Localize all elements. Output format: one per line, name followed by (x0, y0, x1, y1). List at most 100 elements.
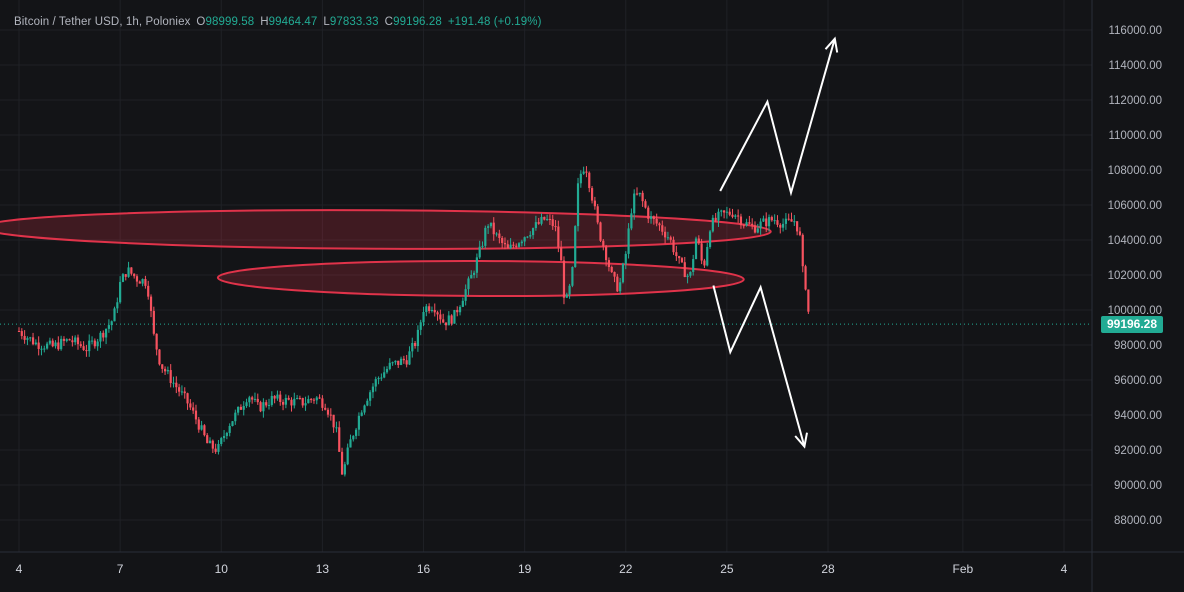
candle-body (467, 278, 470, 290)
resistance-zone-1[interactable] (0, 208, 772, 251)
candle-body (633, 193, 636, 214)
candle-body (43, 348, 46, 350)
x-tick-label: 28 (821, 562, 835, 576)
candle-body (267, 404, 271, 406)
candle-body (65, 339, 68, 341)
candle-body (399, 358, 403, 365)
candle-body (135, 276, 139, 282)
candle-body (433, 309, 436, 313)
candle-body (110, 321, 113, 326)
candle-body (489, 222, 493, 227)
candle-body (669, 237, 672, 240)
candle-body (734, 215, 737, 217)
candle-body (57, 342, 60, 350)
candle-body (228, 426, 231, 433)
candle-body (706, 246, 709, 266)
candle-body (588, 172, 591, 189)
candle-body (273, 395, 276, 399)
bullish-projection-path[interactable] (719, 38, 836, 197)
candle-body (607, 260, 611, 268)
candle-body (183, 391, 186, 394)
y-tick-label: 98000.00 (1114, 340, 1162, 352)
candle-body (158, 349, 161, 365)
candle-body (748, 222, 751, 224)
candle-body (529, 235, 532, 237)
candle-body (152, 310, 155, 334)
candle-body (116, 302, 119, 309)
candle-body (304, 403, 307, 406)
candle-body (453, 310, 456, 324)
candle-body (397, 360, 400, 365)
candle-body (798, 231, 802, 235)
candle-body (206, 435, 209, 444)
candle-body (245, 402, 248, 407)
candle-body (343, 464, 346, 475)
candle-body (144, 279, 147, 286)
candle-body (801, 234, 804, 267)
candle-body (217, 444, 220, 452)
candle-body (329, 414, 332, 416)
candle-body (194, 410, 198, 420)
candle-body (416, 329, 419, 347)
candle-body (627, 228, 630, 254)
candle-body (113, 308, 116, 322)
candle-body (661, 225, 664, 232)
candle-body (717, 211, 720, 221)
candle-body (138, 281, 141, 284)
candle-body (481, 245, 484, 247)
candle-body (237, 406, 240, 413)
candle-body (220, 438, 223, 445)
candle-body (666, 237, 670, 239)
candle-body (590, 188, 594, 201)
y-tick-label: 94000.00 (1114, 410, 1162, 422)
x-tick-label: 4 (1061, 562, 1068, 576)
candle-body (354, 429, 358, 436)
candle-body (321, 398, 324, 408)
candle-body (326, 409, 330, 415)
candle-body (585, 171, 588, 173)
candle-body (776, 220, 779, 225)
candle-body (172, 382, 175, 384)
candle-body (605, 246, 608, 261)
candle-body (751, 223, 754, 226)
x-tick-label: 10 (215, 562, 229, 576)
candle-body (753, 225, 757, 233)
candle-body (619, 282, 622, 292)
candle-body (253, 398, 257, 400)
candle-body (560, 247, 563, 261)
candle-body (281, 401, 285, 405)
candle-body (790, 219, 793, 222)
candle-body (554, 226, 557, 228)
x-tick-label: 7 (117, 562, 124, 576)
candle-body (380, 377, 383, 379)
bearish-projection-path[interactable] (712, 284, 806, 447)
time-axis[interactable]: 4 7 10 13 16 19 22 25 28 Feb 4 (0, 551, 1184, 576)
candle-body (222, 435, 226, 439)
candle-body (635, 193, 639, 195)
price-axis[interactable]: 88000.00 90000.00 92000.00 94000.00 96000.00… (1091, 0, 1162, 592)
candle-body (262, 402, 265, 412)
candle-body (369, 392, 372, 401)
candle-body (265, 402, 268, 406)
candle-body (546, 218, 549, 220)
candle-body (731, 214, 734, 217)
candle-body (678, 256, 681, 259)
candle-body (31, 337, 35, 345)
x-tick-label: Feb (953, 562, 974, 576)
candle-body (388, 362, 391, 369)
candle-body (512, 244, 515, 246)
candle-body (332, 414, 335, 428)
close-label: C (384, 16, 394, 28)
candle-body (647, 207, 650, 219)
candle-body (675, 252, 678, 257)
projection-annotations[interactable] (712, 36, 839, 449)
y-tick-label: 106000.00 (1108, 200, 1162, 212)
candle-body (804, 266, 807, 290)
x-tick-label: 22 (619, 562, 633, 576)
candle-body (239, 406, 243, 410)
candle-body (689, 271, 692, 276)
candle-body (352, 435, 355, 440)
